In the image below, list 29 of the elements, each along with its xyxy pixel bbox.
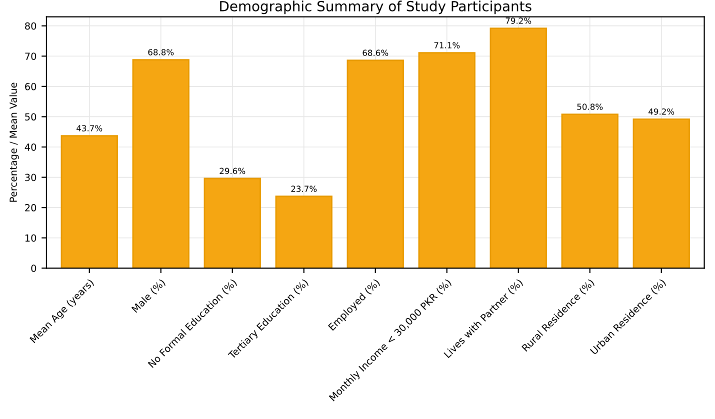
y-tick-label: 30 <box>25 174 36 182</box>
bar <box>132 59 190 268</box>
y-tick-label: 40 <box>24 143 36 151</box>
data-label: 43.7% <box>76 125 102 132</box>
data-label: 23.7% <box>291 186 317 192</box>
y-tick-label: 50 <box>25 113 36 121</box>
data-label: 29.6% <box>220 168 246 174</box>
y-tick-label: 20 <box>25 204 36 212</box>
bar <box>561 114 618 268</box>
data-label: 68.6% <box>362 50 388 56</box>
y-tick-label: 70 <box>25 52 36 60</box>
data-label: 49.2% <box>648 108 674 115</box>
y-tick-label: 10 <box>25 234 36 242</box>
bar <box>490 28 547 268</box>
y-tick-label: 0 <box>31 264 36 272</box>
y-tick-label: 80 <box>25 22 36 30</box>
chart-title: Demographic Summary of Study Participants <box>220 0 532 14</box>
y-axis-title: Percentage / Mean Value <box>9 82 19 202</box>
bar <box>632 118 690 268</box>
bar <box>60 135 118 268</box>
y-tick-label: 60 <box>25 82 36 90</box>
data-label: 79.2% <box>506 18 532 24</box>
bar <box>275 196 332 268</box>
data-label: 50.8% <box>577 104 603 110</box>
data-label: 68.8% <box>148 49 174 56</box>
bar <box>204 178 261 268</box>
bar <box>418 52 476 268</box>
bar <box>346 60 404 268</box>
data-label: 71.1% <box>434 42 460 48</box>
